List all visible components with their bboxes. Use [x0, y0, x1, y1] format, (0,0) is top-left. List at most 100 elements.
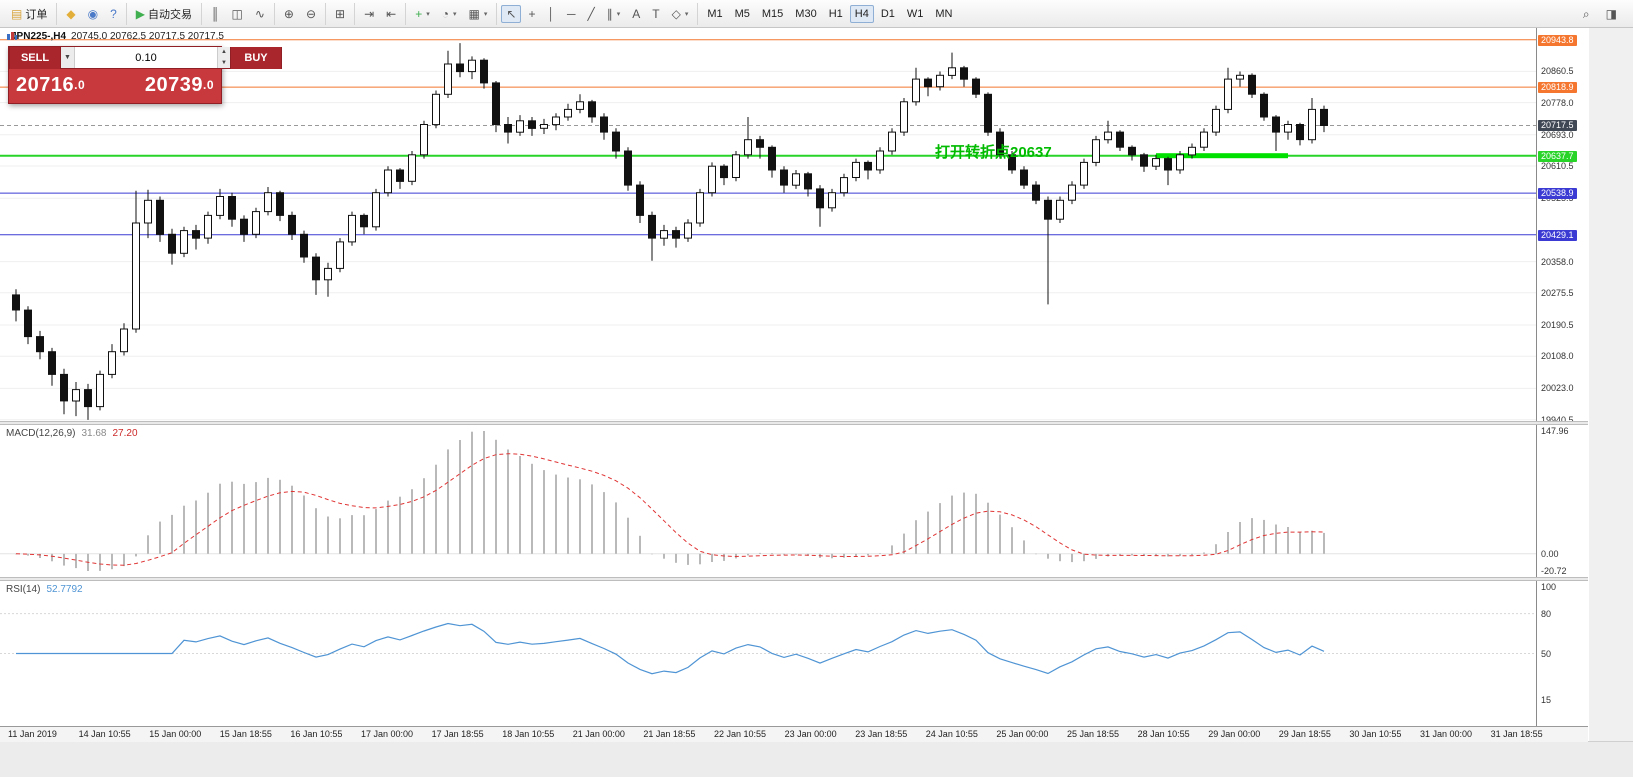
text-icon: A: [632, 6, 641, 21]
new-order-button-label: 订单: [25, 8, 48, 21]
cursor-icon[interactable]: ↖: [501, 4, 522, 23]
crosshair-icon[interactable]: +: [523, 5, 540, 23]
tf-w1-button[interactable]: W1: [902, 5, 929, 23]
bar-chart-icon[interactable]: ║: [206, 5, 225, 23]
price-level-label: 20538.9: [1538, 188, 1577, 200]
metaeditor-icon: ◆: [66, 6, 76, 21]
chart-shift-icon[interactable]: ⇤: [381, 5, 401, 23]
toolbar-group: ⊞: [325, 2, 354, 25]
search-icon: ⌕: [1582, 6, 1590, 21]
panel-splitter[interactable]: [0, 421, 1588, 425]
tile-windows-icon: ⊞: [335, 6, 346, 21]
crosshair-icon: +: [528, 6, 536, 21]
text-label-icon[interactable]: T: [647, 5, 664, 23]
dropdown-arrow-icon[interactable]: ▾: [453, 10, 457, 18]
volume-input[interactable]: [75, 47, 217, 68]
zoom-out-icon[interactable]: ⊖: [301, 5, 321, 23]
help-icon[interactable]: ?: [105, 5, 122, 23]
rsi-chart[interactable]: [0, 581, 1536, 726]
chart-titlebar: JPN225-,H4 20745.0 20762.5 20717.5 20717…: [6, 31, 224, 42]
tf-m5-button[interactable]: M5: [730, 5, 755, 23]
tf-h4-button[interactable]: H4: [849, 4, 874, 23]
auto-scroll-icon[interactable]: ⇥: [359, 5, 379, 23]
autotrading-icon: ▶: [135, 6, 145, 21]
one-click-trading-panel: SELL ▼ ▲ ▼ BUY 20716.0 20739.0: [8, 46, 282, 104]
metaeditor-icon[interactable]: ◆: [61, 5, 80, 23]
shapes-icon[interactable]: ◇ ▾: [667, 5, 694, 23]
volume-control: ▼ ▲ ▼: [61, 47, 230, 69]
window-list-icon[interactable]: ◨: [1601, 5, 1622, 23]
search-icon[interactable]: ⌕: [1578, 5, 1595, 23]
price-axis-label: 20023.0: [1541, 383, 1574, 394]
zoom-out-icon: ⊖: [305, 6, 317, 21]
rsi-axis-label: 100: [1541, 582, 1557, 592]
auto-scroll-icon: ⇥: [364, 6, 375, 21]
price-axis-label: 19940.5: [1541, 414, 1574, 425]
new-order-button[interactable]: ▤ 订单: [6, 3, 52, 25]
price-axis[interactable]: 20860.520778.020693.020610.520525.520358…: [1536, 28, 1589, 741]
price-axis-label: 20358.0: [1541, 256, 1574, 267]
tf-m1-button[interactable]: M1: [702, 5, 727, 23]
tf-m30-button[interactable]: M30: [790, 5, 821, 23]
templates-icon: ▦: [468, 6, 480, 21]
periods-icon[interactable]: ◔ ▾: [437, 5, 462, 23]
price-axis-label: 20693.0: [1541, 129, 1574, 140]
macd-chart[interactable]: [0, 425, 1536, 577]
tf-mn-button[interactable]: MN: [930, 5, 957, 23]
templates-icon[interactable]: ▦ ▾: [464, 5, 493, 23]
buy-button[interactable]: BUY: [230, 47, 282, 69]
macd-panel[interactable]: MACD(12,26,9) 31.68 27.20: [0, 425, 1536, 577]
toolbar: ▤ 订单 ◆ ◉? ▶ 自动交易 ║ ◫ ∿ ⊕ ⊖ ⊞ ⇥ ⇤ + ▾ ◔ ▾ ▦ ▾ ↖ + │ ─ ╱ ∥ ▾ A T ◇ ▾ M1 M5…: [0, 0, 1633, 28]
text-icon[interactable]: A: [627, 5, 645, 23]
time-axis[interactable]: 11 Jan 2019 14 Jan 10:55 15 Jan 00:00 15 Ja…: [0, 726, 1588, 742]
tf-w1-button-label: W1: [906, 7, 924, 20]
support-highlight-segment[interactable]: [1156, 153, 1288, 159]
line-chart-icon[interactable]: ∿: [250, 5, 270, 23]
dropdown-arrow-icon[interactable]: ▾: [426, 10, 430, 18]
candles-layer[interactable]: [12, 43, 1328, 420]
tile-windows-icon[interactable]: ⊞: [330, 5, 350, 23]
dropdown-arrow-icon[interactable]: ▾: [483, 10, 488, 18]
trendline-icon[interactable]: ╱: [582, 5, 599, 23]
tf-m15-button[interactable]: M15: [757, 5, 788, 23]
tf-mn-button-label: MN: [935, 7, 953, 20]
volume-down-icon[interactable]: ▼: [221, 59, 227, 66]
price-axis-label: 20778.0: [1541, 97, 1574, 108]
time-axis-label: 17 Jan 00:00: [361, 729, 414, 739]
rsi-panel[interactable]: RSI(14) 52.7792: [0, 581, 1536, 726]
autotrading-button[interactable]: ▶ 自动交易: [131, 3, 197, 25]
panel-splitter[interactable]: [0, 577, 1588, 581]
tf-m5-button-label: M5: [734, 7, 750, 20]
zoom-in-icon[interactable]: ⊕: [279, 5, 299, 23]
time-axis-label: 21 Jan 00:00: [572, 729, 625, 739]
price-chart-panel[interactable]: JPN225-,H4 20745.0 20762.5 20717.5 20717…: [0, 28, 1536, 421]
candlestick-chart-icon[interactable]: ◫: [227, 5, 248, 23]
dropdown-arrow-icon[interactable]: ▾: [684, 10, 689, 18]
macd-signal-line: [15, 453, 1325, 566]
horizontal-line-icon[interactable]: ─: [562, 5, 581, 23]
price-level-label: 20429.1: [1538, 229, 1577, 241]
indicators-icon[interactable]: + ▾: [410, 5, 435, 23]
volume-up-icon[interactable]: ▲: [221, 49, 227, 55]
sell-button[interactable]: SELL: [9, 47, 61, 69]
dropdown-arrow-icon[interactable]: ▾: [616, 10, 621, 18]
tf-h1-button[interactable]: H1: [824, 5, 848, 23]
market-watch-icon[interactable]: ◉: [83, 5, 103, 23]
rsi-axis-label: 80: [1541, 608, 1552, 619]
status-area: [0, 741, 1633, 777]
zoom-in-icon: ⊕: [283, 6, 294, 21]
price-axis-label: 20275.5: [1541, 287, 1574, 298]
toolbar-right: ⌕ ◨: [1577, 5, 1631, 23]
volume-dropdown-icon[interactable]: ▼: [61, 47, 75, 68]
chart-annotation-text[interactable]: 打开转折点20637: [935, 144, 1052, 161]
candlestick-chart[interactable]: [0, 28, 1536, 421]
vertical-line-icon[interactable]: │: [542, 5, 560, 23]
chart-symbol-period: JPN225-,H4: [11, 31, 67, 42]
channel-icon[interactable]: ∥ ▾: [602, 5, 626, 23]
toolbar-groups: ▤ 订单 ◆ ◉? ▶ 自动交易 ║ ◫ ∿ ⊕ ⊖ ⊞ ⇥ ⇤ + ▾ ◔ ▾ ▦ ▾ ↖ + │ ─ ╱ ∥ ▾ A T ◇ ▾ M1 M5…: [2, 0, 962, 27]
toolbar-group: ⊕ ⊖: [273, 2, 325, 25]
tf-d1-button[interactable]: D1: [876, 5, 900, 23]
tf-m30-button-label: M30: [795, 7, 817, 20]
time-axis-label: 25 Jan 18:55: [1067, 729, 1120, 739]
